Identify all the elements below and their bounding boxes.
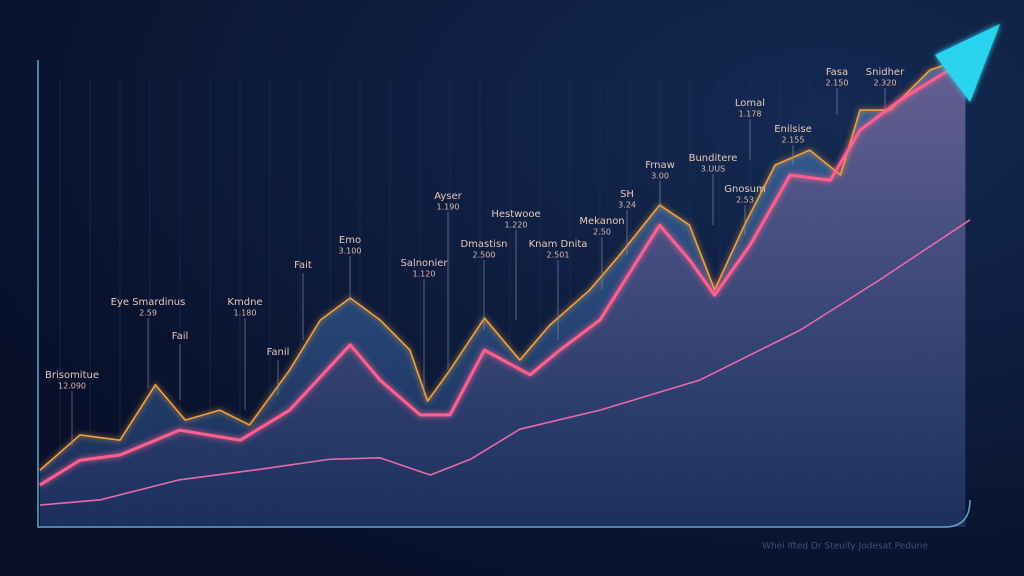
area-fill: [39, 60, 966, 527]
line: [39, 58, 967, 487]
annotation-value: 2.155: [782, 136, 805, 145]
annotation-value: 2.59: [139, 309, 157, 318]
annotation-value: 2.150: [826, 79, 849, 88]
annotation-value: 12.090: [58, 382, 86, 391]
annotation-value: 2.50: [593, 228, 611, 237]
annotation-label: Lomal: [735, 98, 765, 109]
annotation-label: Frnaw: [645, 160, 675, 171]
annotation-value: 3.UUS: [701, 165, 725, 174]
annotation-label: Eye Smardinus: [111, 297, 186, 308]
annotation-label: Gnosum: [724, 184, 766, 195]
annotation-value: 2.53: [736, 196, 754, 205]
annotation-label: Emo: [339, 235, 361, 246]
annotation-label: Fasa: [826, 67, 848, 78]
axis-frame: [37, 60, 971, 528]
annotation-label: Bunditere: [689, 153, 738, 164]
annotation-label: Enilsise: [774, 124, 812, 135]
annotation-label: Hestwooe: [491, 209, 540, 220]
annotation-value: 1.120: [413, 270, 436, 279]
annotation-label: Brisomitue: [45, 370, 99, 381]
annotation-value: 2.320: [874, 79, 897, 88]
annotation-label: Salnonier: [400, 258, 448, 269]
annotation-label: Fail: [172, 331, 189, 342]
line: [39, 219, 971, 506]
annotation-label: Knam Dnita: [529, 239, 588, 250]
annotation-label: SH: [620, 189, 634, 200]
annotation-value: 1.180: [234, 309, 257, 318]
annotation-label: Mekanon: [579, 216, 624, 227]
annotation-label: Dmastisn: [460, 239, 507, 250]
annotation-value: 3.100: [339, 247, 362, 256]
annotation-label: Ayser: [434, 191, 462, 202]
annotation-value: 3.24: [618, 201, 636, 210]
line: [39, 57, 966, 471]
annotation-value: 2.500: [473, 251, 496, 260]
annotation-label: Snidher: [866, 67, 905, 78]
annotation-label: Kmdne: [227, 297, 262, 308]
annotation-value: 2.501: [547, 251, 570, 260]
annotation-label: Fait: [294, 260, 312, 271]
annotation-value: 3.00: [651, 172, 669, 181]
annotation-label: Fanil: [267, 347, 290, 358]
footer: Whei Ifted Dr Steuify Jodesat Pedune: [762, 542, 928, 552]
annotation-value: 1.190: [437, 203, 460, 212]
annotation-value: 1.178: [739, 110, 762, 119]
annotation-value: 1.220: [505, 221, 528, 230]
arrow-head: [935, 24, 1000, 102]
